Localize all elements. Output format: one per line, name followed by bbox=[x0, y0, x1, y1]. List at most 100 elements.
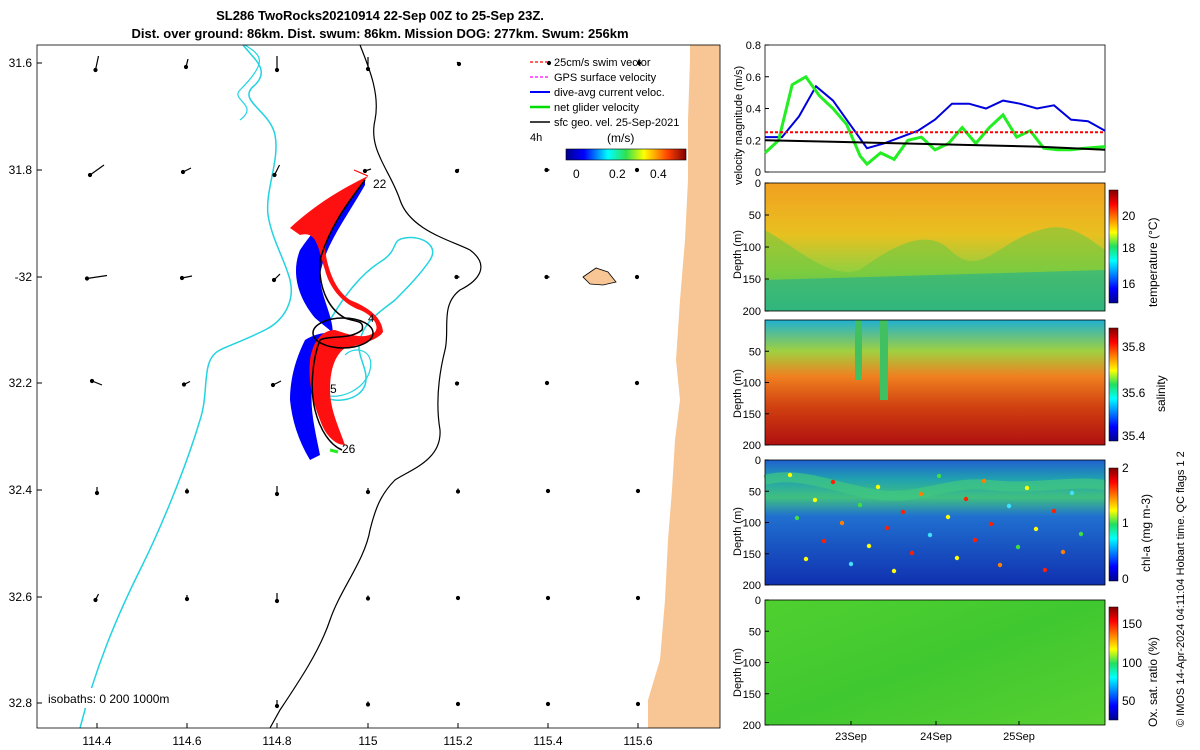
sal-cbar-354: 35.4 bbox=[1122, 429, 1146, 443]
depth-tick-label: 0 bbox=[755, 595, 761, 607]
ox-ylabel: Depth (m) bbox=[732, 648, 744, 697]
glider-track bbox=[311, 179, 366, 451]
chl-sample-dot bbox=[936, 473, 942, 479]
map-x-tick-label: 114.8 bbox=[262, 734, 291, 748]
chl-sample-dot bbox=[787, 472, 793, 478]
geo-arrow-head bbox=[545, 701, 551, 707]
depth-tick-label: 200 bbox=[743, 306, 761, 318]
chl-sample-dot bbox=[981, 478, 987, 484]
vel-y-tick-label: 0.2 bbox=[746, 135, 761, 147]
geo-arrow-head bbox=[365, 702, 371, 707]
map-panel: 22 4 5 26 114.4 114.6 114.8 115 115.2 115.4 11… bbox=[9, 44, 721, 748]
temp-cbar-16: 16 bbox=[1122, 277, 1136, 291]
imos-credit: © IMOS 14-Apr-2024 04:11:04 Hobart time.… bbox=[1175, 451, 1187, 727]
vel-y-tick-label: 0.8 bbox=[746, 40, 761, 52]
map-x-tick-label: 114.4 bbox=[82, 734, 111, 748]
ox-cbar-150: 150 bbox=[1122, 617, 1142, 631]
isobath-1000 bbox=[79, 44, 292, 729]
chl-sample-dot bbox=[1051, 508, 1057, 514]
geo-arrow-head bbox=[179, 275, 185, 281]
geo-arrow-head bbox=[87, 172, 93, 178]
geo-arrow-head bbox=[274, 491, 280, 497]
chl-sample-dot bbox=[997, 562, 1003, 568]
geo-arrow-head bbox=[365, 489, 371, 495]
depth-tick-label: 0 bbox=[755, 178, 761, 190]
vel-y-tick-label: 0.6 bbox=[746, 72, 761, 84]
temp-colorbar bbox=[1108, 189, 1119, 304]
geo-arrow-head bbox=[635, 701, 641, 707]
day-label-22: 22 bbox=[373, 177, 387, 191]
chl-sample-dot bbox=[1015, 544, 1021, 550]
geo-arrow-head bbox=[545, 488, 551, 494]
chl-panel: 0 50 100 150 200 0 1 2 chl-a (mg m-3) Depth … bbox=[732, 455, 1153, 592]
cbar-tick-0: 0 bbox=[573, 167, 580, 181]
geo-arrow-head bbox=[456, 61, 462, 67]
depth-tick-label: 100 bbox=[743, 242, 761, 254]
chl-sample-dot bbox=[909, 550, 915, 556]
chl-label: chl-a (mg m-3) bbox=[1139, 494, 1153, 572]
depth-tick-label: 150 bbox=[743, 274, 761, 286]
chl-sample-dot bbox=[954, 555, 960, 561]
geo-arrow-head bbox=[635, 488, 641, 494]
map-x-tick-label: 115 bbox=[358, 734, 377, 748]
cbar-tick-2: 0.4 bbox=[650, 167, 667, 181]
depth-tick-label: 150 bbox=[743, 549, 761, 561]
chl-cbar-2: 2 bbox=[1122, 461, 1129, 475]
depth-tick-label: 200 bbox=[743, 720, 761, 732]
geo-arrow-head bbox=[365, 66, 371, 72]
chl-sample-dot bbox=[1024, 485, 1030, 491]
temperature-panel: 0 50 100 150 200 16 18 20 temperature (°C) D… bbox=[732, 178, 1160, 318]
chl-sample-dot bbox=[848, 561, 854, 567]
chl-sample-dot bbox=[1042, 567, 1048, 573]
date-tick-label: 24Sep bbox=[920, 731, 952, 743]
geo-arrow-head bbox=[272, 172, 277, 178]
chl-sample-dot bbox=[1078, 531, 1084, 537]
legend-swim-vector: 25cm/s swim vector bbox=[554, 57, 651, 69]
map-y-tick-label: 32.4 bbox=[9, 483, 33, 497]
geo-arrow-head bbox=[180, 169, 186, 175]
depth-tick-label: 0 bbox=[755, 455, 761, 467]
chl-sample-dot bbox=[857, 502, 863, 508]
chl-sample-dot bbox=[963, 496, 969, 502]
temp-cbar-20: 20 bbox=[1122, 209, 1136, 223]
ox-label: Ox. sat. ratio (%) bbox=[1146, 637, 1160, 727]
chl-sample-dot bbox=[1060, 549, 1066, 555]
depth-tick-label: 50 bbox=[749, 626, 761, 638]
cbar-tick-1: 0.2 bbox=[609, 167, 626, 181]
date-tick-label: 23Sep bbox=[835, 731, 867, 743]
geo-arrow-head bbox=[94, 490, 100, 496]
sal-ylabel: Depth (m) bbox=[732, 369, 744, 418]
chl-sample-dot bbox=[972, 537, 978, 543]
depth-tick-label: 50 bbox=[749, 210, 761, 222]
temp-label: temperature (°C) bbox=[1146, 218, 1160, 308]
map-y-axis: 31.6 31.8 -32 32.2 32.4 32.6 32.8 bbox=[9, 56, 42, 710]
geo-arrow-head bbox=[274, 598, 280, 604]
chl-sample-dot bbox=[1006, 503, 1012, 509]
chl-colorbar bbox=[1108, 467, 1119, 582]
geo-arrow-head bbox=[362, 168, 368, 174]
depth-tick-label: 50 bbox=[749, 486, 761, 498]
temp-ylabel: Depth (m) bbox=[732, 230, 744, 279]
map-x-tick-label: 114.6 bbox=[172, 734, 201, 748]
chl-sample-dot bbox=[812, 497, 818, 503]
map-y-tick-label: 32.8 bbox=[9, 696, 33, 710]
sal-cbar-358: 35.8 bbox=[1122, 340, 1146, 354]
map-y-tick-label: 31.6 bbox=[9, 56, 33, 70]
salinity-panel: 50 100 150 200 35.4 35.6 35.8 salinity Dept… bbox=[732, 319, 1168, 452]
geo-arrow-head bbox=[635, 595, 641, 601]
vel-y-tick-label: 0.4 bbox=[746, 104, 761, 116]
geo-arrow-head bbox=[184, 596, 190, 602]
chl-sample-dot bbox=[830, 479, 836, 485]
chl-sample-dot bbox=[1033, 526, 1039, 532]
geo-arrow bbox=[89, 164, 105, 176]
depth-tick-label: 200 bbox=[743, 440, 761, 452]
map-y-tick-label: 32.6 bbox=[9, 590, 33, 604]
legend-gps-velocity: GPS surface velocity bbox=[554, 72, 657, 84]
depth-tick-label: 100 bbox=[743, 518, 761, 530]
geo-arrow-head bbox=[365, 596, 371, 601]
sal-label: salinity bbox=[1154, 375, 1168, 412]
geo-arrow-head bbox=[455, 489, 461, 494]
chl-sample-dot bbox=[927, 532, 933, 538]
map-y-tick-label: -32 bbox=[15, 270, 33, 284]
